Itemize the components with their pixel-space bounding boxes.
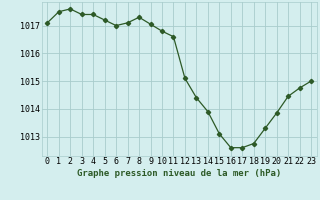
X-axis label: Graphe pression niveau de la mer (hPa): Graphe pression niveau de la mer (hPa) (77, 169, 281, 178)
